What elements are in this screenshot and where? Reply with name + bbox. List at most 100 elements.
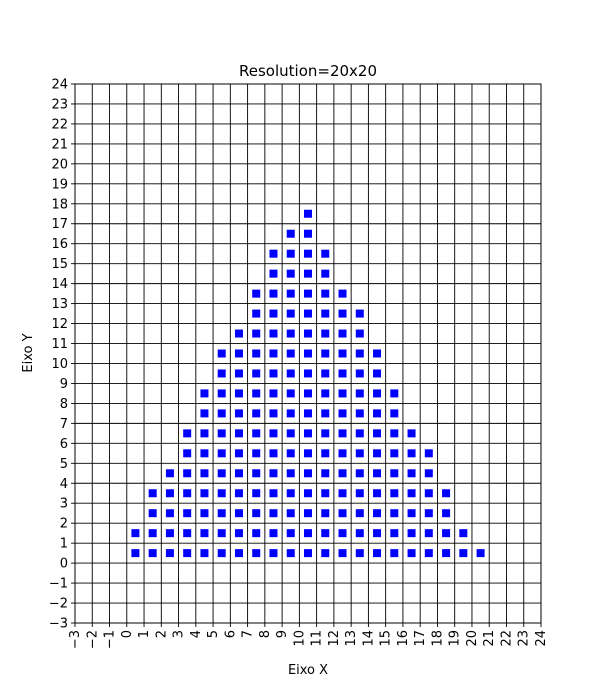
data-point bbox=[165, 469, 174, 478]
data-point bbox=[286, 249, 295, 258]
data-point bbox=[321, 349, 330, 358]
data-point bbox=[148, 529, 157, 538]
data-point bbox=[338, 369, 347, 378]
data-point bbox=[234, 529, 243, 538]
data-point bbox=[217, 409, 226, 418]
y-tick-label: 7 bbox=[60, 417, 68, 432]
y-tick-label: −3 bbox=[49, 617, 68, 632]
data-point bbox=[200, 529, 209, 538]
data-point bbox=[183, 529, 192, 538]
data-point bbox=[355, 429, 364, 438]
y-tick-label: 10 bbox=[51, 357, 68, 372]
data-point bbox=[286, 529, 295, 538]
data-point bbox=[407, 469, 416, 478]
data-point bbox=[234, 509, 243, 518]
data-point bbox=[200, 509, 209, 518]
data-point bbox=[217, 489, 226, 498]
y-tick-label: 24 bbox=[51, 78, 68, 93]
data-point bbox=[269, 489, 278, 498]
data-point bbox=[321, 309, 330, 318]
data-point bbox=[269, 329, 278, 338]
data-point bbox=[252, 389, 261, 398]
data-point bbox=[269, 429, 278, 438]
data-point bbox=[373, 349, 382, 358]
data-point bbox=[286, 289, 295, 298]
data-point bbox=[355, 469, 364, 478]
y-tick-label: 5 bbox=[60, 457, 68, 472]
data-point bbox=[269, 509, 278, 518]
data-point bbox=[459, 529, 468, 538]
data-point bbox=[338, 529, 347, 538]
data-point bbox=[321, 529, 330, 538]
data-point bbox=[355, 549, 364, 558]
y-tick-label: 15 bbox=[51, 257, 68, 272]
y-tick-label: 13 bbox=[51, 297, 68, 312]
data-point bbox=[390, 489, 399, 498]
data-point bbox=[252, 509, 261, 518]
data-point bbox=[321, 549, 330, 558]
data-point bbox=[286, 389, 295, 398]
data-point bbox=[252, 489, 261, 498]
data-point bbox=[373, 549, 382, 558]
x-tick-label: 8 bbox=[258, 630, 273, 638]
data-point bbox=[252, 469, 261, 478]
data-point bbox=[321, 369, 330, 378]
data-point bbox=[165, 509, 174, 518]
data-point bbox=[390, 389, 399, 398]
x-tick-label: 20 bbox=[465, 630, 480, 647]
x-tick-label: 14 bbox=[361, 630, 376, 647]
data-point bbox=[373, 509, 382, 518]
x-tick-label: 5 bbox=[206, 630, 221, 638]
y-tick-label: 12 bbox=[51, 317, 68, 332]
data-point bbox=[390, 429, 399, 438]
data-point bbox=[304, 369, 312, 378]
data-point bbox=[321, 329, 330, 338]
data-point bbox=[217, 469, 226, 478]
data-point bbox=[373, 469, 382, 478]
data-point bbox=[148, 549, 157, 558]
data-point bbox=[269, 369, 278, 378]
data-point bbox=[165, 489, 174, 498]
data-point bbox=[217, 449, 226, 458]
x-tick-label: 1 bbox=[137, 630, 152, 638]
data-point bbox=[321, 289, 330, 298]
data-point bbox=[442, 529, 451, 538]
data-point bbox=[424, 529, 433, 538]
y-axis-ticks: −3−2−10123456789101112131415161718192021… bbox=[49, 78, 75, 632]
data-point bbox=[338, 289, 347, 298]
data-point bbox=[269, 389, 278, 398]
data-point bbox=[373, 389, 382, 398]
data-point bbox=[373, 429, 382, 438]
x-axis-ticks: −3 −2 −1 0 1 2 3 4 5 6 7 8 9 10 11 12 13 14 15 16 17 18 19 20 21… bbox=[68, 623, 549, 649]
data-point bbox=[407, 449, 416, 458]
data-point bbox=[304, 309, 312, 318]
data-point bbox=[338, 349, 347, 358]
data-point bbox=[252, 309, 261, 318]
data-point bbox=[286, 429, 295, 438]
y-tick-label: −1 bbox=[49, 577, 68, 592]
data-point bbox=[217, 529, 226, 538]
data-point bbox=[338, 389, 347, 398]
data-point bbox=[321, 269, 330, 278]
y-tick-label: 1 bbox=[60, 537, 68, 552]
data-point bbox=[390, 469, 399, 478]
data-point bbox=[200, 469, 209, 478]
data-point bbox=[424, 549, 433, 558]
y-tick-label: 2 bbox=[60, 517, 68, 532]
data-point bbox=[304, 209, 312, 218]
data-point bbox=[407, 429, 416, 438]
chart-title: Resolution=20x20 bbox=[239, 62, 377, 80]
data-point bbox=[407, 529, 416, 538]
x-tick-label: −1 bbox=[103, 630, 118, 649]
data-point bbox=[234, 349, 243, 358]
data-point bbox=[234, 369, 243, 378]
data-point bbox=[407, 549, 416, 558]
data-point bbox=[183, 509, 192, 518]
y-tick-label: 22 bbox=[51, 117, 68, 132]
data-point bbox=[304, 269, 312, 278]
data-point bbox=[304, 529, 312, 538]
data-point bbox=[338, 429, 347, 438]
data-point bbox=[304, 429, 312, 438]
y-tick-label: 9 bbox=[60, 377, 68, 392]
